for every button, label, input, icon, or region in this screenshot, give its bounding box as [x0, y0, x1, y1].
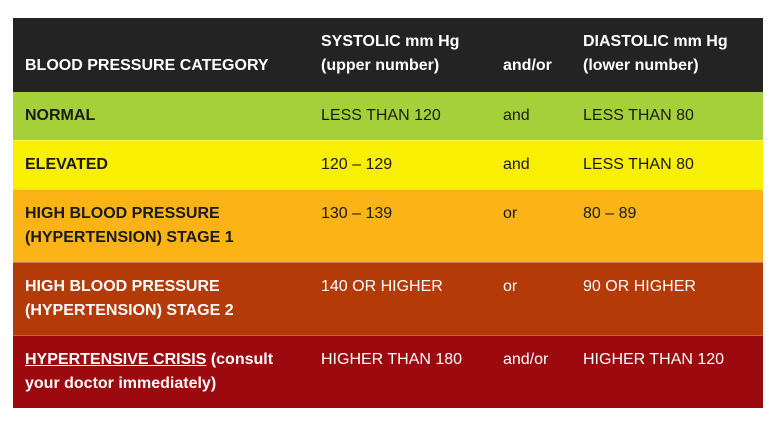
conjunction-cell: and/or	[489, 334, 569, 408]
diastolic-cell: LESS THAN 80	[583, 107, 694, 124]
conjunction-cell: and	[489, 139, 569, 189]
header-systolic-sublabel: (upper number)	[321, 57, 440, 74]
diastolic-cell: 90 OR HIGHER	[569, 261, 763, 335]
category-cell: NORMAL	[13, 92, 308, 140]
blood-pressure-table: BLOOD PRESSURE CATEGORY SYSTOLIC mm Hg (…	[13, 18, 763, 408]
category-label: HIGH BLOOD PRESSURE	[25, 204, 220, 222]
conjunction-cell: or	[489, 261, 569, 335]
diastolic-cell: 80 – 89	[569, 188, 763, 262]
table-row-stage-2: HIGH BLOOD PRESSURE (HYPERTENSION) STAGE…	[13, 261, 763, 335]
table-row-crisis: HYPERTENSIVE CRISIS (consult your doctor…	[13, 334, 763, 408]
category-cell: HIGH BLOOD PRESSURE (HYPERTENSION) STAGE…	[13, 188, 308, 262]
category-sublabel: (HYPERTENSION) STAGE 1	[25, 228, 234, 246]
systolic-cell: LESS THAN 120	[321, 107, 441, 124]
category-label: NORMAL	[25, 107, 96, 124]
category-cell: HYPERTENSIVE CRISIS (consult your doctor…	[13, 334, 308, 408]
table-body: NORMAL LESS THAN 120 and LESS THAN 80 EL…	[13, 92, 763, 408]
table-row-elevated: ELEVATED 120 – 129 and LESS THAN 80	[13, 139, 763, 189]
hypertensive-crisis-link[interactable]: HYPERTENSIVE CRISIS	[25, 350, 207, 368]
header-category-label: BLOOD PRESSURE CATEGORY	[25, 57, 269, 74]
header-diastolic-sublabel: (lower number)	[583, 57, 699, 74]
systolic-cell: 140 OR HIGHER	[308, 261, 489, 335]
category-cell: HIGH BLOOD PRESSURE (HYPERTENSION) STAGE…	[13, 261, 308, 335]
header-conjunction-label: and/or	[503, 57, 552, 74]
category-cell: ELEVATED	[13, 139, 308, 189]
diastolic-cell: HIGHER THAN 120	[569, 334, 763, 408]
category-sublabel: (HYPERTENSION) STAGE 2	[25, 301, 234, 319]
category-sublabel: your doctor immediately)	[25, 374, 217, 392]
systolic-cell: HIGHER THAN 180	[308, 334, 489, 408]
diastolic-cell: LESS THAN 80	[569, 139, 763, 189]
systolic-cell: 120 – 129	[308, 139, 489, 189]
conjunction-cell: and	[503, 107, 530, 124]
header-systolic-label: SYSTOLIC mm Hg	[321, 33, 460, 50]
header-row: BLOOD PRESSURE CATEGORY SYSTOLIC mm Hg (…	[13, 18, 763, 92]
category-label: HIGH BLOOD PRESSURE	[25, 277, 220, 295]
category-label: ELEVATED	[25, 155, 108, 173]
header-category: BLOOD PRESSURE CATEGORY	[13, 18, 308, 92]
header-conjunction: and/or	[489, 18, 569, 92]
table-row-normal: NORMAL LESS THAN 120 and LESS THAN 80	[13, 92, 763, 140]
table-row-stage-1: HIGH BLOOD PRESSURE (HYPERTENSION) STAGE…	[13, 188, 763, 262]
systolic-cell: 130 – 139	[308, 188, 489, 262]
header-diastolic-label: DIASTOLIC mm Hg	[583, 33, 728, 50]
table-header: BLOOD PRESSURE CATEGORY SYSTOLIC mm Hg (…	[13, 18, 763, 92]
header-systolic: SYSTOLIC mm Hg (upper number)	[308, 18, 489, 92]
conjunction-cell: or	[489, 188, 569, 262]
category-label-line: HYPERTENSIVE CRISIS (consult	[25, 348, 308, 372]
header-diastolic: DIASTOLIC mm Hg (lower number)	[569, 18, 763, 92]
category-label-suffix: (consult	[206, 350, 274, 368]
